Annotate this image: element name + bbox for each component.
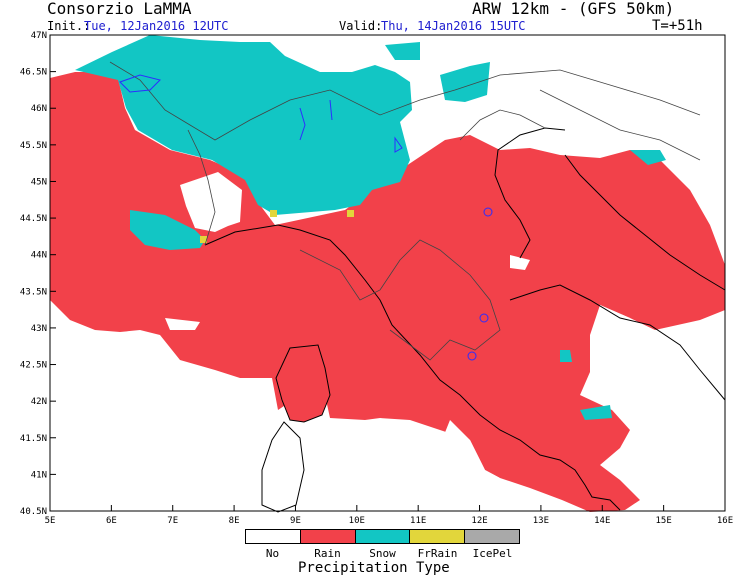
precip-field-no-precip (165, 172, 630, 478)
valid-time: Thu, 14Jan2016 15UTC (381, 19, 526, 33)
lat-tick-label: 45.5N (20, 141, 47, 151)
legend-swatch-no (246, 530, 301, 543)
legend-label-frrain: FrRain (417, 547, 458, 560)
legend-label-icepel: IcePel (472, 547, 513, 560)
lat-tick-label: 41N (31, 470, 47, 480)
lat-tick-label: 43.5N (20, 287, 47, 297)
lon-tick-label: 9E (290, 516, 301, 526)
lon-tick-label: 8E (229, 516, 240, 526)
lat-tick-label: 44.5N (20, 214, 47, 224)
lat-tick-label: 45N (31, 177, 47, 187)
legend-swatch-icepel (465, 530, 519, 543)
lon-tick-label: 16E (717, 516, 733, 526)
lon-tick-label: 13E (533, 516, 549, 526)
init-time: Tue, 12Jan2016 12UTC (84, 19, 229, 33)
lead-time: T=+51h (652, 18, 703, 34)
legend-title: Precipitation Type (298, 560, 450, 576)
lon-tick-label: 10E (349, 516, 365, 526)
lon-tick-label: 5E (45, 516, 56, 526)
lon-tick-label: 11E (410, 516, 426, 526)
model-title: ARW 12km - (GFS 50km) (472, 0, 675, 18)
lat-tick-label: 41.5N (20, 434, 47, 444)
map-frame (49, 34, 726, 512)
borders (109, 61, 701, 361)
legend-label-snow: Snow (369, 547, 396, 560)
legend-labels: No Rain Snow FrRain IcePel (245, 547, 520, 560)
axis-ticks: 5E 6E 7E 8E 9E 10E 11E 12E 13E 14E 15E 16E 47N 46.5N 4… (20, 31, 733, 526)
lat-tick-label: 47N (31, 31, 47, 41)
init-label: Init.: (47, 19, 91, 33)
lon-tick-label: 6E (106, 516, 117, 526)
lakes (119, 74, 493, 361)
legend-swatch-frrain (410, 530, 466, 543)
lat-tick-label: 42.5N (20, 361, 47, 371)
lon-tick-label: 15E (656, 516, 672, 526)
lat-tick-label: 43N (31, 324, 47, 334)
valid-label: Valid: (339, 19, 383, 33)
legend-label-no: No (265, 547, 280, 560)
lat-tick-label: 46.5N (20, 68, 47, 78)
lat-tick-label: 44N (31, 251, 47, 261)
lon-tick-label: 14E (594, 516, 610, 526)
coastlines (204, 127, 726, 513)
lon-tick-label: 7E (167, 516, 178, 526)
legend-swatch-snow (355, 530, 411, 543)
legend-label-rain: Rain (314, 547, 341, 560)
legend-swatch-rain (300, 530, 356, 543)
organization-title: Consorzio LaMMA (47, 0, 192, 18)
lat-tick-label: 40.5N (20, 507, 47, 517)
legend-colorbar (245, 529, 520, 544)
lat-tick-label: 42N (31, 397, 47, 407)
lon-tick-label: 12E (471, 516, 487, 526)
precip-field-frrain (200, 210, 354, 243)
lat-tick-label: 46N (31, 104, 47, 114)
